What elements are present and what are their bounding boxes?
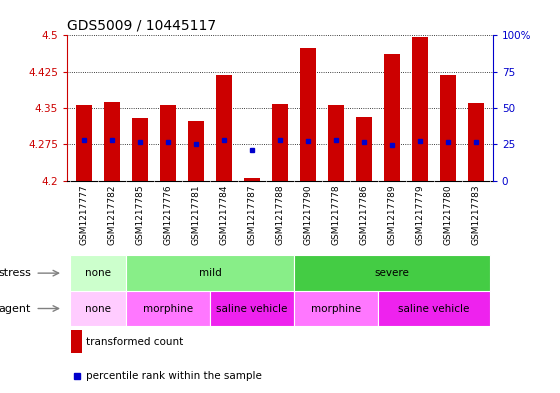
Text: mild: mild [199,268,221,278]
Text: GSM1217790: GSM1217790 [304,184,312,245]
Text: GSM1217784: GSM1217784 [220,184,228,245]
Text: GSM1217786: GSM1217786 [360,184,368,245]
Bar [70,255,126,291]
Text: GSM1217777: GSM1217777 [80,184,88,245]
Bar [300,48,316,181]
Text: saline vehicle: saline vehicle [216,303,288,314]
Bar [160,105,176,181]
Text: none: none [85,268,111,278]
Text: GDS5009 / 10445117: GDS5009 / 10445117 [67,19,216,33]
Text: percentile rank within the sample: percentile rank within the sample [86,371,262,381]
Bar [126,255,294,291]
Text: GSM1217787: GSM1217787 [248,184,256,245]
Text: GSM1217778: GSM1217778 [332,184,340,245]
Text: GSM1217779: GSM1217779 [416,184,424,245]
Bar [272,104,288,181]
Bar [440,75,456,181]
Bar [132,118,148,181]
Bar [216,75,232,181]
Bar [412,37,428,181]
Text: none: none [85,303,111,314]
Text: GSM1217782: GSM1217782 [108,184,116,245]
Text: GSM1217789: GSM1217789 [388,184,396,245]
Text: GSM1217788: GSM1217788 [276,184,284,245]
Bar [76,105,92,181]
Bar [70,291,126,326]
Text: GSM1217781: GSM1217781 [192,184,200,245]
Text: transformed count: transformed count [86,336,184,347]
Text: GSM1217785: GSM1217785 [136,184,144,245]
Text: GSM1217776: GSM1217776 [164,184,172,245]
Text: morphine: morphine [311,303,361,314]
Bar [210,291,294,326]
Text: morphine: morphine [143,303,193,314]
Bar [188,121,204,181]
Text: stress: stress [0,268,31,278]
Bar [244,178,260,181]
Bar [356,117,372,181]
Text: GSM1217780: GSM1217780 [444,184,452,245]
Bar [468,103,484,181]
Bar [104,102,120,181]
Bar [384,54,400,181]
Bar [294,291,378,326]
Bar [72,329,82,353]
Text: saline vehicle: saline vehicle [398,303,470,314]
Text: severe: severe [375,268,409,278]
Text: GSM1217783: GSM1217783 [472,184,480,245]
Text: agent: agent [0,303,31,314]
Bar [294,255,490,291]
Bar [126,291,210,326]
Bar [328,105,344,181]
Bar [378,291,490,326]
